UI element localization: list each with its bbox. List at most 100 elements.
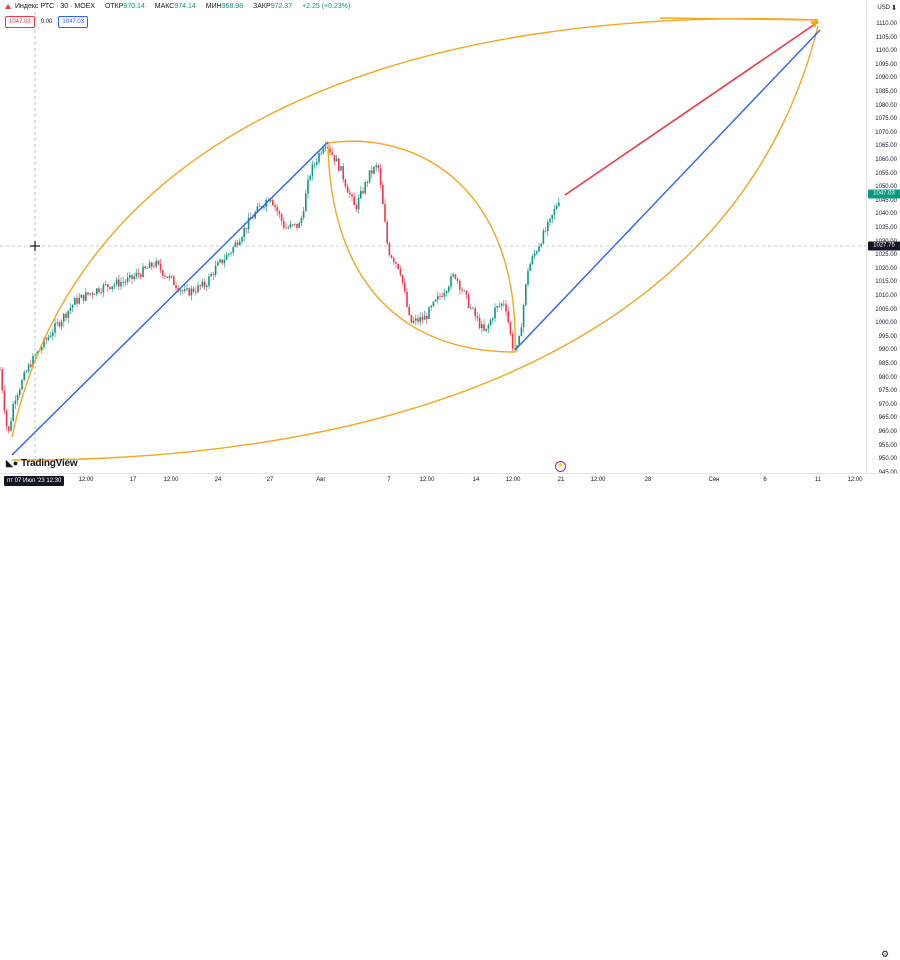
candle-body: [340, 166, 342, 171]
price-tick: 985.00: [878, 361, 897, 367]
candle-body: [87, 292, 89, 295]
collapse-icon[interactable]: ⬇: [891, 5, 897, 12]
candle-body: [203, 281, 206, 287]
candle-body: [190, 288, 193, 296]
candle-body: [124, 281, 127, 283]
candle-body: [542, 230, 545, 244]
arc-outer-bottom[interactable]: [11, 25, 819, 461]
candle-body: [329, 148, 331, 153]
candle-body: [197, 285, 199, 293]
candle-body: [256, 206, 259, 213]
close-key: ЗАКР: [253, 3, 271, 10]
arc-inner-upper[interactable]: [327, 140, 516, 353]
candle-body: [558, 202, 560, 207]
candle-body: [373, 167, 375, 174]
currency-label[interactable]: USD: [877, 5, 890, 11]
candle-body: [459, 280, 461, 290]
trend-line-1[interactable]: [11, 141, 329, 456]
candle-body: [529, 263, 531, 271]
candle-body: [212, 273, 215, 275]
candle-body: [181, 290, 184, 292]
candle-body: [221, 259, 223, 264]
candle-body: [547, 222, 549, 232]
candle-body: [258, 206, 261, 208]
candle-body: [142, 266, 144, 277]
candle-body: [241, 237, 243, 242]
candle-body: [434, 299, 437, 302]
candle-body: [19, 389, 21, 396]
price-tick: 1070.00: [875, 129, 897, 136]
trend-line-red[interactable]: [564, 21, 819, 196]
lightning-icon[interactable]: ⚡: [555, 461, 566, 472]
candle-body: [210, 273, 212, 277]
time-tick: 14: [472, 477, 480, 483]
candle-body: [43, 338, 45, 348]
candle-body: [443, 293, 446, 297]
time-tick: 12:00: [505, 477, 521, 483]
candle-body: [401, 274, 404, 283]
candle-body: [157, 260, 160, 264]
candle-body: [360, 190, 362, 199]
candle-body: [393, 257, 395, 263]
trend-line-2[interactable]: [514, 29, 821, 351]
candle-body: [107, 284, 109, 288]
price-tick: 1055.00: [875, 170, 897, 177]
candle-body: [49, 335, 52, 337]
candle-body: [489, 319, 492, 325]
tradingview-logo[interactable]: ◣● TradingView: [6, 458, 78, 469]
time-tick: 12:00: [163, 477, 179, 483]
candle-body: [520, 327, 523, 337]
candle-body: [82, 294, 85, 301]
candle-body: [366, 182, 369, 183]
price-scale[interactable]: USD ⬇ 1110.00 1105.00 1100.00 1095.00 1090.0…: [866, 0, 900, 476]
candle-body: [146, 268, 149, 269]
candle-body: [388, 243, 391, 256]
time-tick: 12:00: [847, 477, 863, 483]
time-tick: Авг: [316, 477, 326, 483]
time-axis[interactable]: 12:00 17 12:00 24 27 Авг 7 12:00 14 12:00 21 12:00 2…: [0, 473, 900, 959]
arc-outer-top[interactable]: [11, 18, 819, 438]
candle-body: [140, 274, 142, 277]
price-tick: 1000.00: [875, 320, 897, 327]
candle-body: [362, 190, 364, 194]
candle-body: [382, 184, 384, 205]
candle-body: [371, 170, 373, 174]
candle-body: [386, 221, 388, 244]
arc-inner-lower[interactable]: [327, 142, 516, 353]
candle-body: [63, 313, 65, 322]
last-price-label: 1047.03: [868, 189, 900, 199]
candle-body: [76, 297, 78, 304]
candle-body: [445, 291, 448, 294]
candle-body: [155, 260, 157, 267]
candle-body: [419, 317, 421, 322]
price-tick: 945.00: [878, 469, 897, 476]
trade-buttons: 1047.03 0.00 1047.03: [5, 16, 91, 28]
candle-body: [320, 153, 322, 154]
candle-body: [454, 274, 457, 279]
price-tick: 1075.00: [875, 116, 897, 123]
price-tick: 960.00: [878, 429, 897, 435]
candle-body: [307, 179, 309, 194]
candle-body: [456, 278, 459, 281]
candle-body: [25, 371, 28, 373]
chart-legend: Индекс РТС · 30 · MOEX ОТКР970.14 МАКС97…: [5, 3, 350, 10]
price-tick: 1090.00: [875, 75, 897, 82]
candle-body: [379, 168, 382, 185]
crosshair-price-label: 1027.75: [868, 241, 900, 251]
candle-body: [228, 253, 230, 255]
buy-button[interactable]: 1047.03: [58, 16, 89, 28]
candle-body: [126, 277, 129, 282]
arc-top-cap[interactable]: [659, 17, 819, 21]
chart-plot-area[interactable]: [0, 0, 866, 473]
price-tick: 950.00: [878, 456, 897, 463]
price-tick: 1005.00: [875, 306, 897, 313]
candle-body: [476, 316, 479, 318]
symbol-title[interactable]: Индекс РТС · 30 · MOEX: [15, 3, 95, 10]
sell-button[interactable]: 1047.03: [5, 16, 35, 28]
candle-body: [60, 321, 63, 327]
gear-icon[interactable]: ⚙: [881, 949, 890, 959]
candle-body: [137, 273, 140, 275]
candle-body: [463, 290, 465, 292]
candle-body: [272, 200, 274, 206]
crosshair-cursor-icon: [30, 241, 40, 251]
